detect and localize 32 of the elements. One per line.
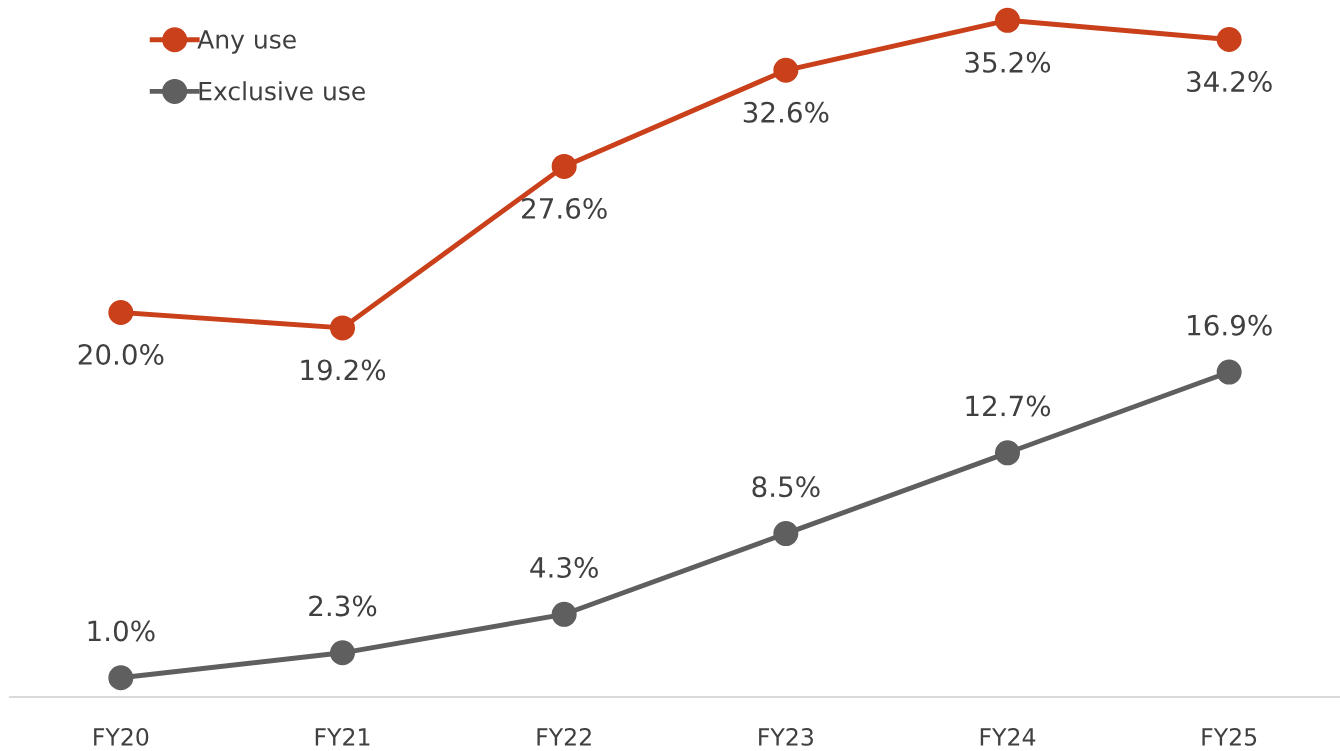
data-label: 32.6% [743,101,829,123]
point [108,300,134,326]
legend-label: Exclusive use [199,81,365,101]
x-tick-label: FY21 [315,727,370,746]
point [1216,27,1242,53]
data-label: 34.2% [1187,71,1272,93]
point [773,521,799,547]
data-label: 27.6% [522,197,607,219]
data-label: 12.7% [966,395,1051,417]
data-label: 2.3% [309,595,377,617]
data-label: 8.5% [752,476,820,498]
data-label: 16.9% [1188,314,1272,336]
point [108,665,134,691]
point [994,440,1021,466]
point [329,315,356,341]
point [551,153,577,179]
data-label: 35.2% [965,51,1051,73]
data-label: 4.3% [530,556,598,578]
point [329,640,356,666]
point [994,7,1021,33]
point [551,601,577,627]
x-tick-label: FY20 [94,727,149,746]
legend-label: Any use [197,30,296,54]
point [1216,359,1242,385]
data-label: 1.0% [88,620,155,642]
x-tick-label: FY22 [537,727,591,746]
data-label: 19.2% [301,359,386,381]
x-tick-label: FY25 [1202,727,1257,746]
point [773,57,799,83]
data-label: 20.0% [78,344,164,366]
x-tick-label: FY23 [759,727,813,746]
x-tick-label: FY24 [980,727,1036,746]
